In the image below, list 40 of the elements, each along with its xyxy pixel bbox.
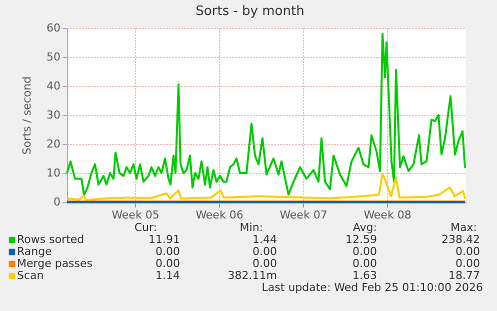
y-tick-label: 20 <box>46 138 60 150</box>
line-series <box>66 32 466 196</box>
text: 12.59 <box>346 233 377 246</box>
text: 18.77 <box>448 269 480 282</box>
text: 0.00 <box>156 257 180 270</box>
legend-label: Rows sorted <box>17 233 84 246</box>
text: Max: <box>450 221 477 234</box>
x-tick-label: Week 07 <box>280 208 328 222</box>
text: Avg: <box>352 221 377 234</box>
x-tick-label: Week 08 <box>364 208 412 222</box>
text: 238.42 <box>442 233 480 246</box>
text: 0.00 <box>252 257 277 270</box>
x-tick-label: Week 05 <box>112 208 160 222</box>
text: 1.44 <box>252 233 277 246</box>
y-tick-label: 10 <box>46 166 60 180</box>
x-tick-label: Week 06 <box>196 208 244 222</box>
text: 0.00 <box>252 245 277 258</box>
text: 11.91 <box>148 233 180 246</box>
text: 0.00 <box>156 245 180 258</box>
y-tick-label: 0 <box>54 196 60 208</box>
text: 0.00 <box>456 245 480 258</box>
y-tick-label: 30 <box>46 108 60 122</box>
text: Min: <box>240 221 263 234</box>
text: 1.63 <box>352 269 377 282</box>
text: 382.11m <box>228 269 277 282</box>
y-tick-label: 40 <box>46 80 60 92</box>
y-axis-title: Sorts / second <box>20 76 34 155</box>
text: 0.00 <box>352 245 377 258</box>
text: Cur: <box>134 221 157 234</box>
legend-label: Scan <box>17 269 44 282</box>
text: Last update: Wed Feb 25 01:10:00 2026 <box>262 281 483 294</box>
line-series <box>66 172 466 202</box>
text: 1.14 <box>156 269 180 282</box>
y-tick-label: 50 <box>46 50 60 64</box>
legend-label: Merge passes <box>17 257 93 270</box>
chart-title: Sorts - by month <box>196 4 304 19</box>
legend-label: Range <box>17 245 52 258</box>
text: 0.00 <box>352 257 377 270</box>
y-tick-label: 60 <box>46 22 60 34</box>
text: 0.00 <box>456 257 480 270</box>
